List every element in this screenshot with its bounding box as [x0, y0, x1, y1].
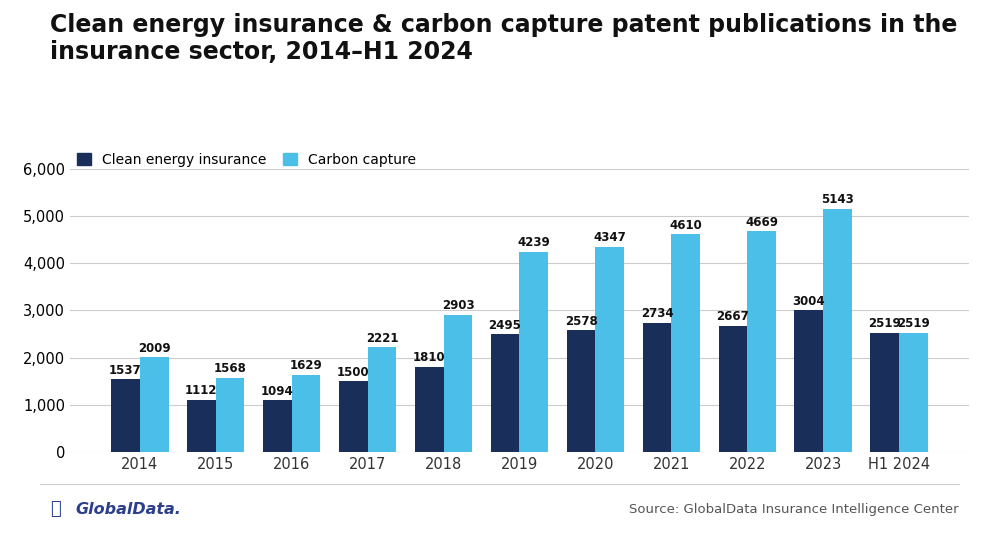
Text: 4239: 4239: [517, 236, 550, 249]
Text: 5143: 5143: [821, 194, 854, 207]
Text: 2734: 2734: [640, 307, 673, 320]
Bar: [111, 379, 140, 452]
Text: Source: GlobalData Insurance Intelligence Center: Source: GlobalData Insurance Intelligenc…: [629, 503, 959, 516]
Text: 1568: 1568: [214, 362, 247, 376]
Legend: Clean energy insurance, Carbon capture: Clean energy insurance, Carbon capture: [77, 153, 416, 167]
Text: 2519: 2519: [897, 317, 930, 331]
Text: insurance sector, 2014–H1 2024: insurance sector, 2014–H1 2024: [50, 40, 473, 64]
Text: Ⓠ: Ⓠ: [50, 500, 61, 518]
Text: 3004: 3004: [792, 294, 825, 308]
Bar: [899, 333, 928, 452]
Text: 2903: 2903: [442, 299, 475, 312]
Text: 1629: 1629: [290, 360, 323, 372]
Text: 2221: 2221: [366, 332, 399, 345]
Bar: [595, 247, 624, 452]
Text: 2667: 2667: [716, 310, 749, 324]
Bar: [339, 381, 368, 452]
Text: 2009: 2009: [138, 341, 171, 355]
Bar: [292, 375, 321, 452]
Bar: [263, 400, 292, 452]
Bar: [870, 333, 899, 452]
Text: 4669: 4669: [745, 216, 778, 229]
Text: 1500: 1500: [337, 365, 370, 379]
Bar: [519, 252, 548, 452]
Text: 2578: 2578: [564, 315, 597, 327]
Bar: [671, 234, 700, 452]
Text: GlobalData.: GlobalData.: [75, 502, 181, 517]
Text: 2495: 2495: [489, 318, 521, 332]
Bar: [642, 323, 671, 452]
Text: 1094: 1094: [261, 385, 294, 398]
Bar: [747, 232, 776, 452]
Bar: [187, 400, 216, 452]
Text: 1537: 1537: [109, 364, 142, 377]
Bar: [415, 366, 444, 452]
Text: 2519: 2519: [868, 317, 901, 331]
Text: Clean energy insurance & carbon capture patent publications in the: Clean energy insurance & carbon capture …: [50, 13, 957, 37]
Text: 4347: 4347: [593, 231, 626, 244]
Bar: [566, 330, 595, 452]
Bar: [823, 209, 852, 452]
Bar: [140, 357, 169, 452]
Text: 1810: 1810: [413, 351, 446, 364]
Text: 1112: 1112: [185, 384, 218, 397]
Bar: [491, 334, 519, 452]
Bar: [444, 315, 473, 452]
Bar: [718, 326, 747, 452]
Text: 4610: 4610: [669, 219, 702, 232]
Bar: [368, 347, 397, 452]
Bar: [794, 310, 823, 452]
Bar: [216, 378, 245, 452]
